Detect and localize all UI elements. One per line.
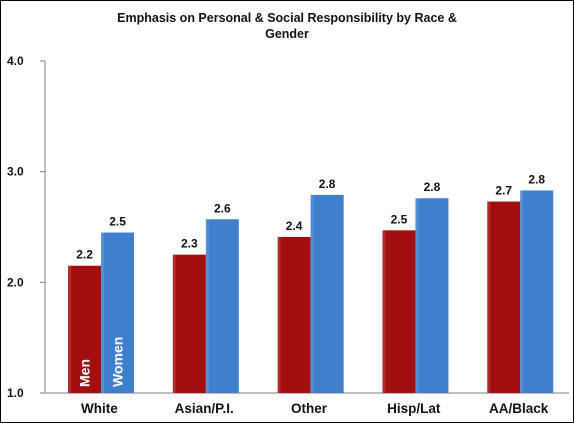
bar-highlight — [101, 232, 105, 393]
y-tick-label: 2.0 — [7, 275, 24, 289]
legend-label-men: Men — [77, 359, 93, 387]
bar-men — [382, 230, 416, 393]
data-labels: 2.2 Men 2.5 Women 2.3 2.6 2.4 2.8 2.5 2.8 2.7 2.8 — [76, 172, 545, 387]
data-label: 2.5 — [391, 212, 408, 226]
bar-highlight — [205, 219, 209, 393]
chart-title-line-1: Emphasis on Personal & Social Responsibi… — [117, 11, 457, 25]
legend-label-women: Women — [110, 337, 126, 387]
data-label: 2.8 — [424, 180, 441, 194]
bar-men — [172, 254, 206, 393]
data-label: 2.7 — [495, 184, 512, 198]
bar-women — [205, 219, 239, 393]
bar-women — [101, 232, 135, 393]
bar-highlight — [415, 198, 419, 393]
bar-men — [487, 201, 521, 393]
chart-title-line-2: Gender — [265, 27, 309, 41]
bar-highlight — [172, 254, 176, 393]
bars — [68, 190, 554, 393]
y-tick-label: 1.0 — [7, 386, 24, 400]
data-label: 2.4 — [286, 219, 303, 233]
y-tick-label: 4.0 — [7, 54, 24, 68]
data-label: 2.6 — [214, 201, 231, 215]
x-tick-label: Hisp/Lat — [387, 401, 441, 416]
data-label: 2.3 — [181, 237, 198, 251]
bar-highlight — [382, 230, 386, 393]
bar-highlight — [520, 190, 524, 393]
data-label: 2.8 — [319, 177, 336, 191]
data-label: 2.5 — [109, 215, 126, 229]
bar-men — [277, 236, 311, 393]
x-tick-label: Asian/P.I. — [175, 401, 234, 416]
x-tick-label: Other — [291, 401, 328, 416]
bar-women — [415, 198, 449, 393]
bar-women — [310, 194, 344, 393]
bar-men — [68, 265, 102, 393]
bar-highlight — [68, 265, 72, 393]
axes: 1.0 2.0 3.0 4.0 White Asian/P.I. Other Hisp/Lat… — [7, 54, 569, 416]
data-label: 2.2 — [76, 248, 93, 262]
bar-highlight — [310, 194, 314, 393]
x-tick-label: White — [81, 401, 118, 416]
data-label: 2.8 — [528, 172, 545, 186]
bar-women — [520, 190, 554, 393]
bar-highlight — [277, 236, 281, 393]
bar-highlight — [487, 201, 491, 393]
x-tick-label: AA/Black — [489, 401, 549, 416]
y-tick-label: 3.0 — [7, 165, 24, 179]
